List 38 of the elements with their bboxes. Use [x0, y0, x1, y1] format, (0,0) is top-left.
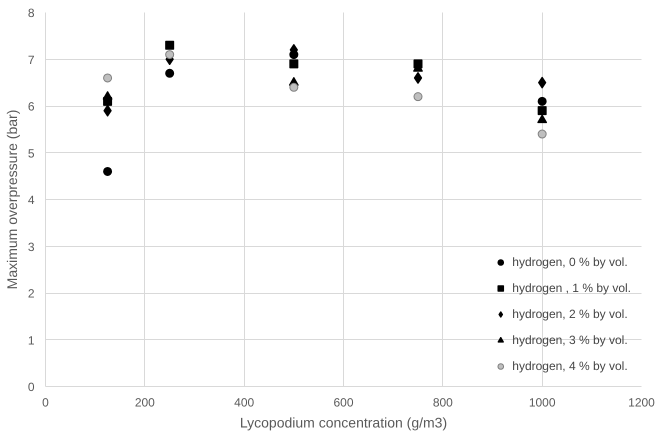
x-tick-label: 1200 [628, 396, 656, 410]
x-axis-title: Lycopodium concentration (g/m3) [240, 414, 448, 430]
y-tick-label: 0 [28, 380, 35, 394]
point [414, 92, 422, 102]
point [289, 82, 298, 92]
y-tick-label: 2 [28, 286, 35, 300]
point [165, 40, 174, 50]
y-tick-label: 5 [28, 146, 35, 160]
point [103, 104, 112, 117]
legend-label: hydrogen, 4 % by vol. [512, 359, 628, 373]
point [289, 59, 298, 68]
x-tick-label: 200 [134, 396, 156, 410]
legend-label: hydrogen, 3 % by vol. [512, 333, 628, 347]
y-tick-label: 8 [28, 6, 35, 20]
y-tick-label: 6 [28, 100, 35, 114]
point [538, 106, 547, 116]
x-tick-label: 800 [432, 396, 454, 410]
x-tick-label: 0 [42, 396, 50, 410]
point [414, 72, 422, 84]
point [103, 73, 112, 82]
point [537, 114, 548, 124]
point [165, 50, 174, 60]
y-tick-label: 4 [28, 193, 35, 207]
point [102, 90, 113, 100]
legend-label: hydrogen, 2 % by vol. [512, 307, 628, 321]
x-tick-label: 1000 [528, 396, 556, 410]
x-tick-label: 600 [333, 396, 354, 410]
x-tick-label: 400 [234, 396, 255, 410]
point [103, 166, 112, 176]
y-tick-label: 1 [28, 333, 35, 348]
y-tick-label: 3 [28, 240, 35, 254]
point [538, 96, 547, 106]
y-axis-title: Maximum overpressure (bar) [4, 110, 20, 290]
legend-label: hydrogen , 1 % by vol. [512, 281, 631, 295]
legend-label: hydrogen, 0 % by vol. [512, 255, 628, 269]
point [538, 130, 547, 139]
y-tick-label: 7 [28, 52, 35, 67]
point [165, 68, 174, 78]
